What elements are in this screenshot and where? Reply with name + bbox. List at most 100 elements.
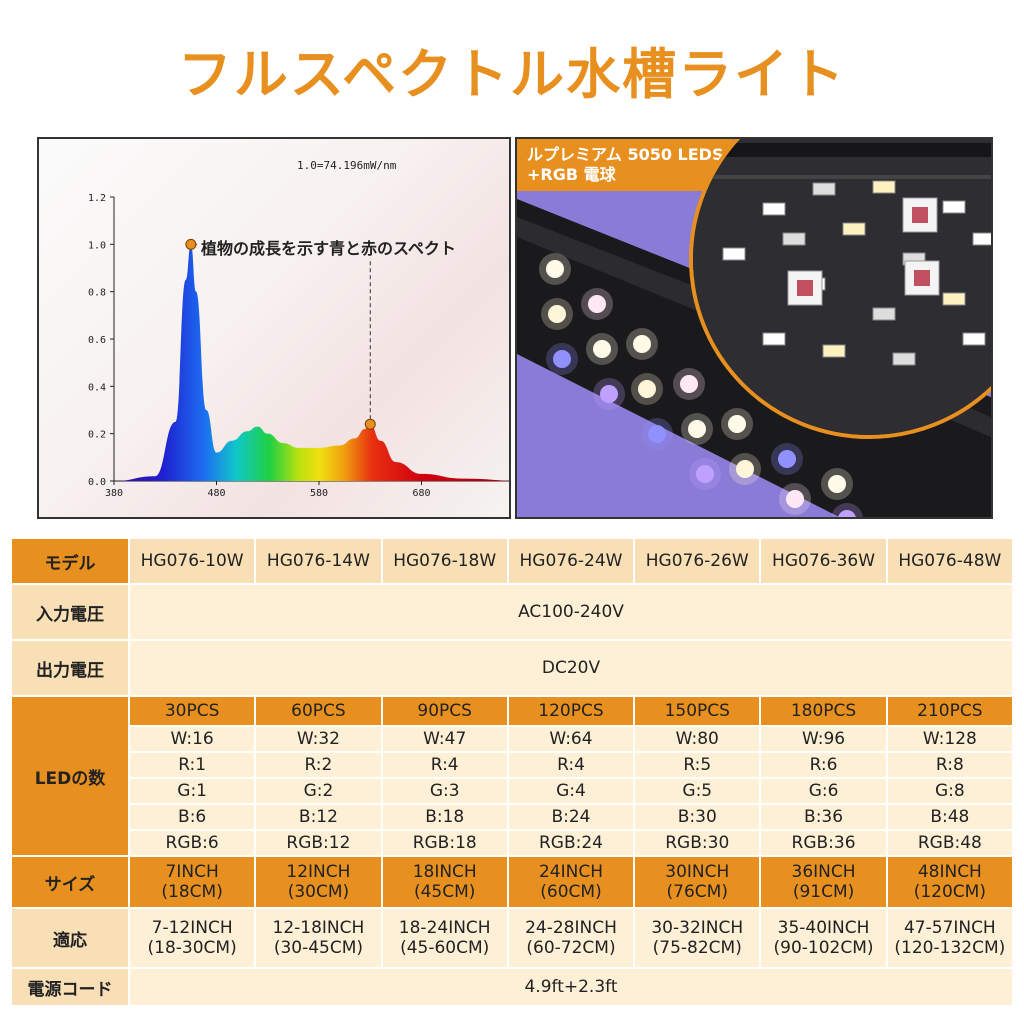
fit-cell: 12-18INCH (30-45CM) xyxy=(254,907,383,969)
led-g-cell: G:3 xyxy=(380,777,509,805)
led-b-cell: B:48 xyxy=(885,803,1015,831)
led-g-cell: G:1 xyxy=(127,777,257,805)
led-g-row: G:1 G:2 G:3 G:4 G:5 G:6 G:8 xyxy=(11,777,1015,805)
cord-value: 4.9ft+2.3ft xyxy=(128,967,1014,1007)
spectrum-area xyxy=(114,244,509,481)
chart-annotation: 植物の成長を示す青と赤のスペクト xyxy=(200,239,456,258)
output-voltage-value: DC20V xyxy=(128,639,1014,697)
fit-cell: 7-12INCH (18-30CM) xyxy=(127,907,257,969)
input-voltage-label: 入力電圧 xyxy=(10,583,130,641)
led-r-cell: R:6 xyxy=(759,751,888,779)
led-b-cell: B:36 xyxy=(759,803,888,831)
fit-cell: 24-28INCH (60-72CM) xyxy=(506,907,636,969)
model-cell: HG076-48W xyxy=(885,537,1015,585)
size-cell: 30INCH (76CM) xyxy=(633,855,762,909)
led-r-cell: R:2 xyxy=(254,751,383,779)
led-total-row: LEDの数 30PCS 60PCS 90PCS 120PCS 150PCS 18… xyxy=(10,695,1015,857)
size-cell: 7INCH (18CM) xyxy=(127,855,257,909)
size-cell: 36INCH (91CM) xyxy=(759,855,888,909)
fit-cell: 47-57INCH (120-132CM) xyxy=(885,907,1015,969)
fit-cell: 35-40INCH (90-102CM) xyxy=(759,907,888,969)
led-w-cell: W:32 xyxy=(254,725,383,753)
led-w-row: W:16 W:32 W:47 W:64 W:80 W:96 W:128 xyxy=(11,725,1015,753)
chart-scale-note: 1.0=74.196mW/nm xyxy=(297,159,397,172)
led-rgb-row: RGB:6 RGB:12 RGB:18 RGB:24 RGB:30 RGB:36… xyxy=(11,829,1015,857)
size-cell: 48INCH (120CM) xyxy=(885,855,1015,909)
led-w-cell: W:47 xyxy=(380,725,509,753)
led-b-cell: B:24 xyxy=(506,803,636,831)
led-total-cell: 60PCS xyxy=(254,695,383,727)
model-cell: HG076-18W xyxy=(380,537,509,585)
fit-cell: 18-24INCH (45-60CM) xyxy=(380,907,509,969)
led-w-cell: W:80 xyxy=(633,725,762,753)
model-cell: HG076-24W xyxy=(506,537,636,585)
led-w-cell: W:96 xyxy=(759,725,888,753)
cord-row: 電源コード 4.9ft+2.3ft xyxy=(10,967,1014,1007)
output-voltage-label: 出力電圧 xyxy=(10,639,130,697)
x-tick-label: 580 xyxy=(310,488,328,499)
spectrum-chart-panel: 1.0=74.196mW/nm 1.2 1.0 0.8 0.6 0.4 0.2 0.0 38… xyxy=(37,137,511,519)
led-r-cell: R:1 xyxy=(127,751,257,779)
led-rgb-cell: RGB:48 xyxy=(885,829,1015,857)
led-w-cell: W:64 xyxy=(506,725,636,753)
model-label: モデル xyxy=(10,537,130,585)
led-rgb-cell: RGB:30 xyxy=(633,829,762,857)
y-tick-label: 0.6 xyxy=(88,335,106,346)
led-r-cell: R:4 xyxy=(380,751,509,779)
led-label-line1: ルプレミアム 5050 LEDS xyxy=(527,145,724,164)
spec-table: モデル HG076-10W HG076-14W HG076-18W HG076-… xyxy=(10,537,1015,1007)
led-g-cell: G:4 xyxy=(506,777,636,805)
model-cell: HG076-36W xyxy=(759,537,888,585)
peak-marker xyxy=(185,238,197,250)
input-voltage-value: AC100-240V xyxy=(128,583,1014,641)
y-tick-label: 0.8 xyxy=(88,288,106,299)
led-rgb-cell: RGB:12 xyxy=(254,829,383,857)
led-g-cell: G:6 xyxy=(759,777,888,805)
y-tick-label: 0.4 xyxy=(88,382,106,393)
led-total-cell: 30PCS xyxy=(127,695,257,727)
y-tick-label: 1.0 xyxy=(88,240,106,251)
page-title: フルスペクトル水槽ライト xyxy=(177,43,847,106)
y-tick-label: 0.0 xyxy=(88,477,106,488)
fit-cell: 30-32INCH (75-82CM) xyxy=(633,907,762,969)
led-b-cell: B:30 xyxy=(633,803,762,831)
led-label-line2: +RGB 電球 xyxy=(527,165,616,184)
x-tick-label: 480 xyxy=(207,488,225,499)
model-cell: HG076-10W xyxy=(127,537,257,585)
led-rgb-cell: RGB:6 xyxy=(127,829,257,857)
led-b-row: B:6 B:12 B:18 B:24 B:30 B:36 B:48 xyxy=(11,803,1015,831)
x-tick-label: 680 xyxy=(412,488,430,499)
size-cell: 24INCH (60CM) xyxy=(506,855,636,909)
y-tick-label: 0.2 xyxy=(88,430,106,441)
peak-marker xyxy=(364,418,376,430)
led-g-cell: G:5 xyxy=(633,777,762,805)
model-row: モデル HG076-10W HG076-14W HG076-18W HG076-… xyxy=(10,537,1015,585)
led-b-cell: B:12 xyxy=(254,803,383,831)
led-rgb-cell: RGB:36 xyxy=(759,829,888,857)
led-rgb-cell: RGB:18 xyxy=(380,829,509,857)
fit-row: 適応 7-12INCH (18-30CM) 12-18INCH (30-45CM) … xyxy=(10,907,1015,969)
led-r-cell: R:8 xyxy=(885,751,1015,779)
spectrum-chart: 1.0=74.196mW/nm 1.2 1.0 0.8 0.6 0.4 0.2 0.0 38… xyxy=(88,159,509,499)
led-g-cell: G:2 xyxy=(254,777,383,805)
led-zoom-circle xyxy=(689,139,991,439)
size-label: サイズ xyxy=(10,855,130,909)
led-b-cell: B:18 xyxy=(380,803,509,831)
led-rgb-cell: RGB:24 xyxy=(506,829,636,857)
x-tick-label: 380 xyxy=(105,488,123,499)
led-photo-panel: ルプレミアム 5050 LEDS +RGB 電球 xyxy=(515,137,993,519)
led-count-label: LEDの数 xyxy=(10,695,130,857)
led-g-cell: G:8 xyxy=(885,777,1015,805)
cord-label: 電源コード xyxy=(10,967,130,1007)
y-axis: 1.2 1.0 0.8 0.6 0.4 0.2 0.0 xyxy=(88,193,115,488)
x-axis: 380480580680780 xyxy=(105,480,509,499)
led-total-cell: 210PCS xyxy=(885,695,1015,727)
fit-label: 適応 xyxy=(10,907,130,969)
model-cell: HG076-14W xyxy=(254,537,383,585)
led-total-cell: 180PCS xyxy=(759,695,888,727)
size-cell: 12INCH (30CM) xyxy=(254,855,383,909)
led-total-cell: 120PCS xyxy=(506,695,636,727)
led-b-cell: B:6 xyxy=(127,803,257,831)
input-voltage-row: 入力電圧 AC100-240V xyxy=(10,583,1014,641)
led-r-cell: R:4 xyxy=(506,751,636,779)
